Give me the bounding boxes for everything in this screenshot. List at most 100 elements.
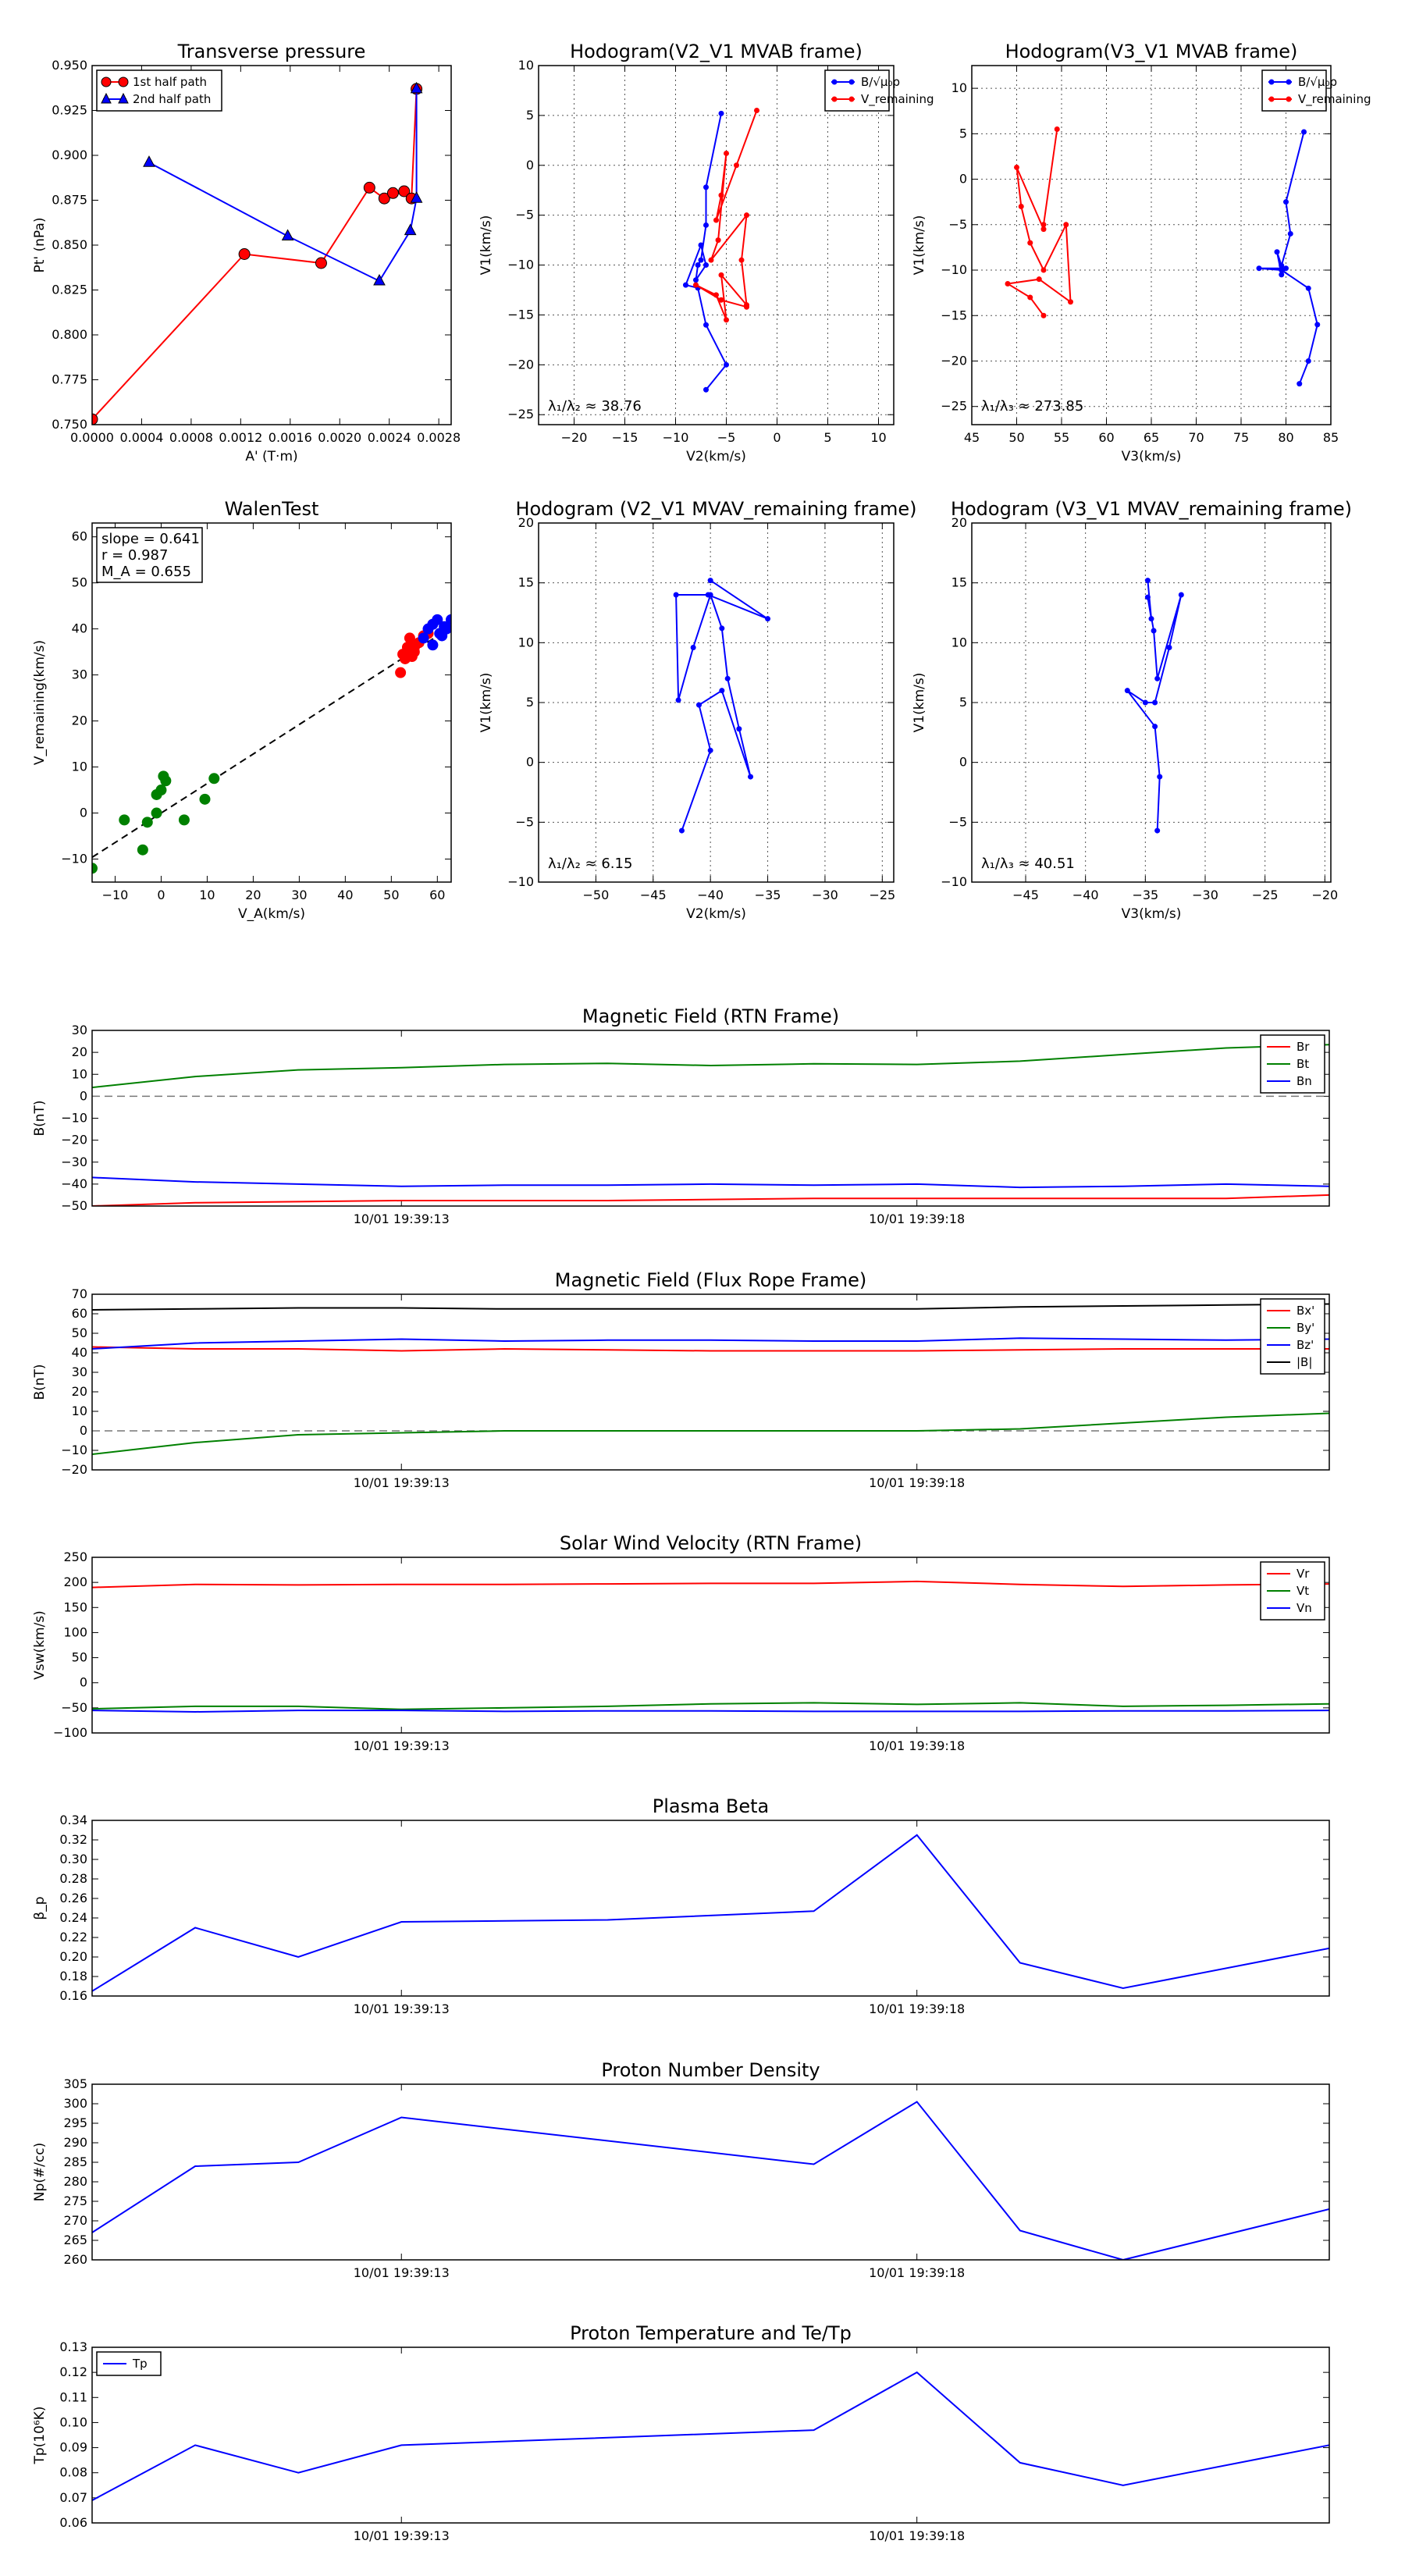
legend-label: Tp	[132, 2357, 148, 2371]
y-tick-label: 50	[72, 1325, 87, 1340]
data-point	[695, 262, 701, 269]
series-line-vremaining	[695, 110, 758, 321]
data-point	[675, 697, 681, 703]
data-point	[1036, 276, 1042, 283]
y-tick-label: −25	[507, 407, 534, 422]
data-point	[1283, 199, 1289, 205]
legend-label: V_remaining	[861, 92, 934, 107]
data-point	[713, 217, 719, 223]
x-tick-label: 10/01 19:39:13	[354, 1212, 450, 1226]
data-point	[1279, 267, 1285, 273]
data-point	[707, 747, 713, 753]
y-tick-label: −30	[61, 1155, 87, 1169]
x-axis-label: V3(km/s)	[1122, 906, 1182, 922]
data-point	[401, 651, 413, 663]
chart-bfield_rtn: Magnetic Field (RTN Frame) −50 −40 −30 −20 −1…	[32, 1005, 1330, 1226]
y-tick-label: 5	[526, 695, 534, 710]
chart-title: Proton Temperature and Te/Tp	[570, 2322, 852, 2344]
y-tick-label: 0.950	[52, 58, 87, 73]
y-axis-label: Pt' (nPa)	[32, 218, 48, 273]
y-tick-label: −15	[507, 307, 534, 322]
plot-area	[1005, 126, 1321, 387]
y-tick-label: 250	[63, 1550, 87, 1564]
data-point	[363, 181, 375, 194]
x-tick-label: 0.0024	[368, 430, 411, 445]
chart-title: Plasma Beta	[653, 1795, 769, 1817]
x-tick-label: 10/01 19:39:18	[869, 2001, 965, 2016]
y-tick-label: −10	[61, 1443, 87, 1457]
x-tick-label: 0	[773, 430, 781, 445]
y-tick-label: 10	[951, 80, 967, 95]
x-tick-label: 10/01 19:39:13	[354, 2265, 450, 2280]
legend-label: Vr	[1297, 1567, 1310, 1581]
y-tick-label: −20	[941, 353, 967, 368]
series-line-bn	[92, 1176, 1329, 1189]
legend: Vr Vt Vn	[1260, 1561, 1325, 1621]
y-axis-label: B(nT)	[32, 1364, 48, 1400]
y-tick-label: 0.26	[59, 1891, 87, 1905]
y-tick-label: 15	[518, 575, 534, 590]
x-tick-label: 65	[1144, 430, 1159, 445]
chart-title: Solar Wind Velocity (RTN Frame)	[560, 1532, 862, 1554]
data-point	[1152, 699, 1158, 706]
plot-area	[92, 1580, 1329, 1713]
x-tick-label: −10	[102, 888, 129, 902]
legend-label: Bn	[1297, 1074, 1312, 1088]
data-point	[404, 632, 415, 644]
series-line-tp	[92, 2371, 1329, 2501]
data-point	[1014, 164, 1019, 170]
plot-area	[683, 108, 759, 393]
y-tick-label: 0	[959, 172, 967, 187]
data-point	[1305, 358, 1311, 364]
data-point	[724, 317, 729, 323]
y-tick-label: 40	[72, 1345, 87, 1360]
x-tick-label: 10	[870, 430, 886, 445]
series-line-bz	[92, 1337, 1329, 1350]
legend-label: Vt	[1297, 1584, 1309, 1598]
data-point	[410, 191, 423, 203]
x-tick-label: 50	[1008, 430, 1024, 445]
data-point	[92, 413, 98, 425]
legend-frame	[1261, 69, 1327, 112]
data-point	[373, 273, 386, 286]
y-tick-label: 0.11	[59, 2389, 87, 2404]
plot-area	[92, 1303, 1329, 1455]
y-tick-label: 0.28	[59, 1871, 87, 1886]
legend-label: Vn	[1297, 1601, 1312, 1615]
x-tick-label: 60	[1098, 430, 1114, 445]
y-tick-label: −25	[941, 399, 967, 414]
data-point	[1040, 267, 1047, 273]
x-tick-label: 0.0004	[119, 430, 163, 445]
data-point	[718, 272, 724, 278]
plot-frame	[91, 1293, 1330, 1471]
plot-frame	[91, 1820, 1330, 1997]
x-tick-label: 0.0016	[269, 430, 312, 445]
plot-frame	[91, 65, 452, 425]
eigen-ratio-label: λ₁/λ₂ ≈ 38.76	[548, 398, 642, 415]
data-point	[1279, 272, 1285, 278]
y-tick-label: 0.10	[59, 2414, 87, 2429]
plot-area	[92, 1834, 1329, 1992]
x-axis-label: V2(km/s)	[686, 449, 746, 464]
data-point	[693, 282, 699, 288]
data-point	[738, 257, 745, 263]
data-point	[1154, 827, 1161, 834]
series-line-vt	[92, 1702, 1329, 1710]
x-tick-label: 50	[383, 888, 399, 902]
data-point	[703, 386, 709, 393]
y-axis-label: V1(km/s)	[912, 673, 927, 733]
plot-area	[92, 2371, 1329, 2501]
y-tick-label: 0.750	[52, 417, 87, 432]
y-tick-label: 0.30	[59, 1852, 87, 1866]
y-tick-label: 270	[63, 2213, 87, 2228]
y-axis-label: V_remaining(km/s)	[32, 640, 48, 765]
y-tick-label: 15	[951, 575, 967, 590]
y-tick-label: −100	[53, 1725, 87, 1740]
x-tick-label: −30	[1192, 888, 1218, 902]
x-tick-label: 0.0028	[417, 430, 461, 445]
data-point	[673, 592, 679, 598]
y-tick-label: 60	[72, 529, 87, 544]
y-tick-label: 20	[72, 1384, 87, 1399]
x-tick-label: −20	[561, 430, 588, 445]
legend: B/√μ₀ρ V_remaining	[824, 69, 934, 112]
